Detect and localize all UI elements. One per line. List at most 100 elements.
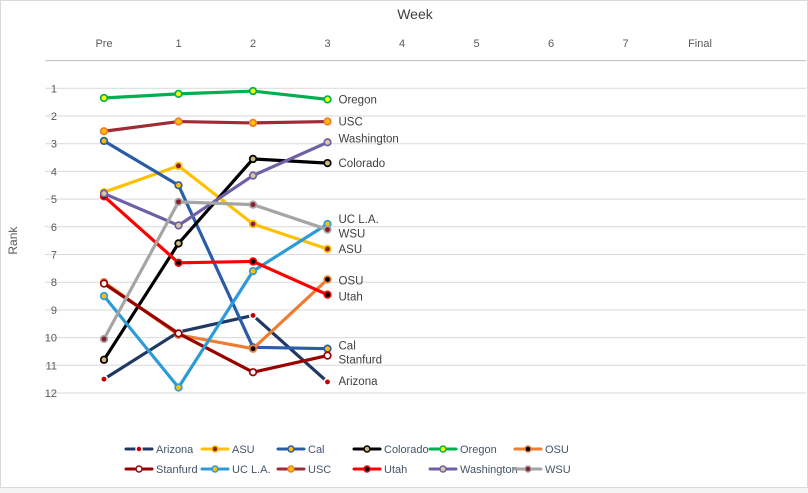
x-tick-2: 2 xyxy=(250,38,256,50)
series-line-wsu[interactable] xyxy=(102,200,330,341)
legend-label-asu: ASU xyxy=(232,444,255,456)
series-marker-oregon[interactable] xyxy=(323,95,332,104)
series-marker-stanfurd[interactable] xyxy=(174,329,183,338)
legend-label-stanfurd: Stanfurd xyxy=(156,464,198,476)
series-marker-colorado[interactable] xyxy=(248,154,258,164)
y-tick-12: 12 xyxy=(45,388,57,400)
series-marker-usc[interactable] xyxy=(323,117,332,126)
series-marker-cal[interactable] xyxy=(323,344,332,353)
series-line-uc-l-a[interactable] xyxy=(102,222,330,390)
legend-item-washington[interactable]: Washington xyxy=(428,464,518,476)
legend-item-oregon[interactable]: Oregon xyxy=(428,444,497,456)
series-line-stanfurd[interactable] xyxy=(102,281,330,374)
legend-label-osu: OSU xyxy=(545,444,569,456)
series-marker-osu[interactable] xyxy=(323,275,332,284)
legend-item-uc-l-a[interactable]: UC L.A. xyxy=(200,464,271,476)
series-marker-wsu[interactable] xyxy=(174,197,183,207)
x-tick-5: 5 xyxy=(473,38,479,50)
series-marker-uc-l-a[interactable] xyxy=(174,383,183,392)
series-marker-wsu[interactable] xyxy=(99,334,109,344)
series-label-cal: Cal xyxy=(339,341,356,353)
series-stanfurd[interactable] xyxy=(99,279,332,377)
series-marker-usc[interactable] xyxy=(174,117,183,126)
series-label-usc: USC xyxy=(339,117,363,129)
series-line-oregon[interactable] xyxy=(102,89,330,101)
series-oregon[interactable] xyxy=(99,86,332,104)
series-marker-colorado[interactable] xyxy=(99,355,109,364)
series-marker-wsu[interactable] xyxy=(323,225,332,234)
legend-label-wsu: WSU xyxy=(545,464,571,476)
series-marker-stanfurd[interactable] xyxy=(99,279,109,288)
y-tick-2: 2 xyxy=(51,111,57,123)
legend-marker-oregon xyxy=(439,445,447,453)
series-marker-usc[interactable] xyxy=(248,118,258,128)
legend-item-asu[interactable]: ASU xyxy=(200,444,255,456)
series-marker-washington[interactable] xyxy=(323,138,332,147)
series-washington[interactable] xyxy=(99,138,332,230)
series-wsu[interactable] xyxy=(99,197,332,344)
series-marker-utah[interactable] xyxy=(323,290,332,299)
legend-item-wsu[interactable]: WSU xyxy=(513,464,571,476)
legend-item-stanfurd[interactable]: Stanfurd xyxy=(124,464,198,476)
x-tick-6: 6 xyxy=(548,38,554,50)
y-tick-4: 4 xyxy=(51,166,57,178)
series-marker-arizona[interactable] xyxy=(99,375,109,384)
x-tick-4: 4 xyxy=(399,38,405,50)
series-marker-stanfurd[interactable] xyxy=(248,368,258,377)
x-tick-pre: Pre xyxy=(95,38,112,50)
legend-item-cal[interactable]: Cal xyxy=(276,444,325,456)
legend-item-osu[interactable]: OSU xyxy=(513,444,569,456)
series-label-wsu: WSU xyxy=(339,229,366,241)
series-line-asu[interactable] xyxy=(102,164,330,251)
legend-marker-stanfurd xyxy=(135,465,143,473)
series-marker-cal[interactable] xyxy=(174,181,183,190)
series-marker-osu[interactable] xyxy=(248,344,258,353)
series-marker-oregon[interactable] xyxy=(99,93,109,103)
series-usc[interactable] xyxy=(99,117,332,136)
series-marker-usc[interactable] xyxy=(99,127,109,136)
x-tick-7: 7 xyxy=(622,38,628,50)
series-marker-oregon[interactable] xyxy=(248,86,258,96)
series-marker-colorado[interactable] xyxy=(174,239,183,248)
legend-item-utah[interactable]: Utah xyxy=(352,464,407,476)
series-uc-l-a[interactable] xyxy=(99,219,332,392)
series-marker-washington[interactable] xyxy=(248,171,258,180)
series-marker-utah[interactable] xyxy=(174,258,183,267)
series-label-colorado: Colorado xyxy=(339,158,386,170)
x-tick-1: 1 xyxy=(175,38,181,50)
legend-marker-usc xyxy=(287,465,295,473)
legend-marker-uc-l-a xyxy=(211,465,219,473)
series-marker-washington[interactable] xyxy=(99,189,109,198)
series-marker-stanfurd[interactable] xyxy=(323,351,332,360)
series-line-usc[interactable] xyxy=(102,119,330,133)
series-marker-arizona[interactable] xyxy=(323,377,332,387)
series-marker-washington[interactable] xyxy=(174,221,183,230)
series-marker-cal[interactable] xyxy=(99,136,109,146)
legend-item-colorado[interactable]: Colorado xyxy=(352,444,429,456)
series-marker-asu[interactable] xyxy=(323,244,332,254)
legend-item-usc[interactable]: USC xyxy=(276,464,331,476)
series-marker-colorado[interactable] xyxy=(323,158,332,168)
legend-label-oregon: Oregon xyxy=(460,444,497,456)
legend-marker-arizona xyxy=(135,445,143,453)
series-marker-uc-l-a[interactable] xyxy=(248,266,258,276)
series-marker-asu[interactable] xyxy=(248,219,258,229)
y-tick-3: 3 xyxy=(51,139,57,151)
series-marker-asu[interactable] xyxy=(174,161,183,171)
legend-label-uc-l-a: UC L.A. xyxy=(232,464,271,476)
series-marker-uc-l-a[interactable] xyxy=(99,291,109,301)
series-line-washington[interactable] xyxy=(102,140,330,228)
series-marker-oregon[interactable] xyxy=(174,89,183,98)
legend-marker-utah xyxy=(363,465,371,473)
series-marker-wsu[interactable] xyxy=(248,200,258,209)
x-tick-final: Final xyxy=(688,38,712,50)
series-marker-arizona[interactable] xyxy=(248,311,258,320)
series-line-utah[interactable] xyxy=(102,194,330,297)
legend-marker-washington xyxy=(439,465,447,473)
legend-item-arizona[interactable]: Arizona xyxy=(124,444,194,456)
series-marker-utah[interactable] xyxy=(248,257,258,266)
x-tick-3: 3 xyxy=(324,38,330,50)
series-line-cal[interactable] xyxy=(102,139,330,351)
legend-label-utah: Utah xyxy=(384,464,407,476)
